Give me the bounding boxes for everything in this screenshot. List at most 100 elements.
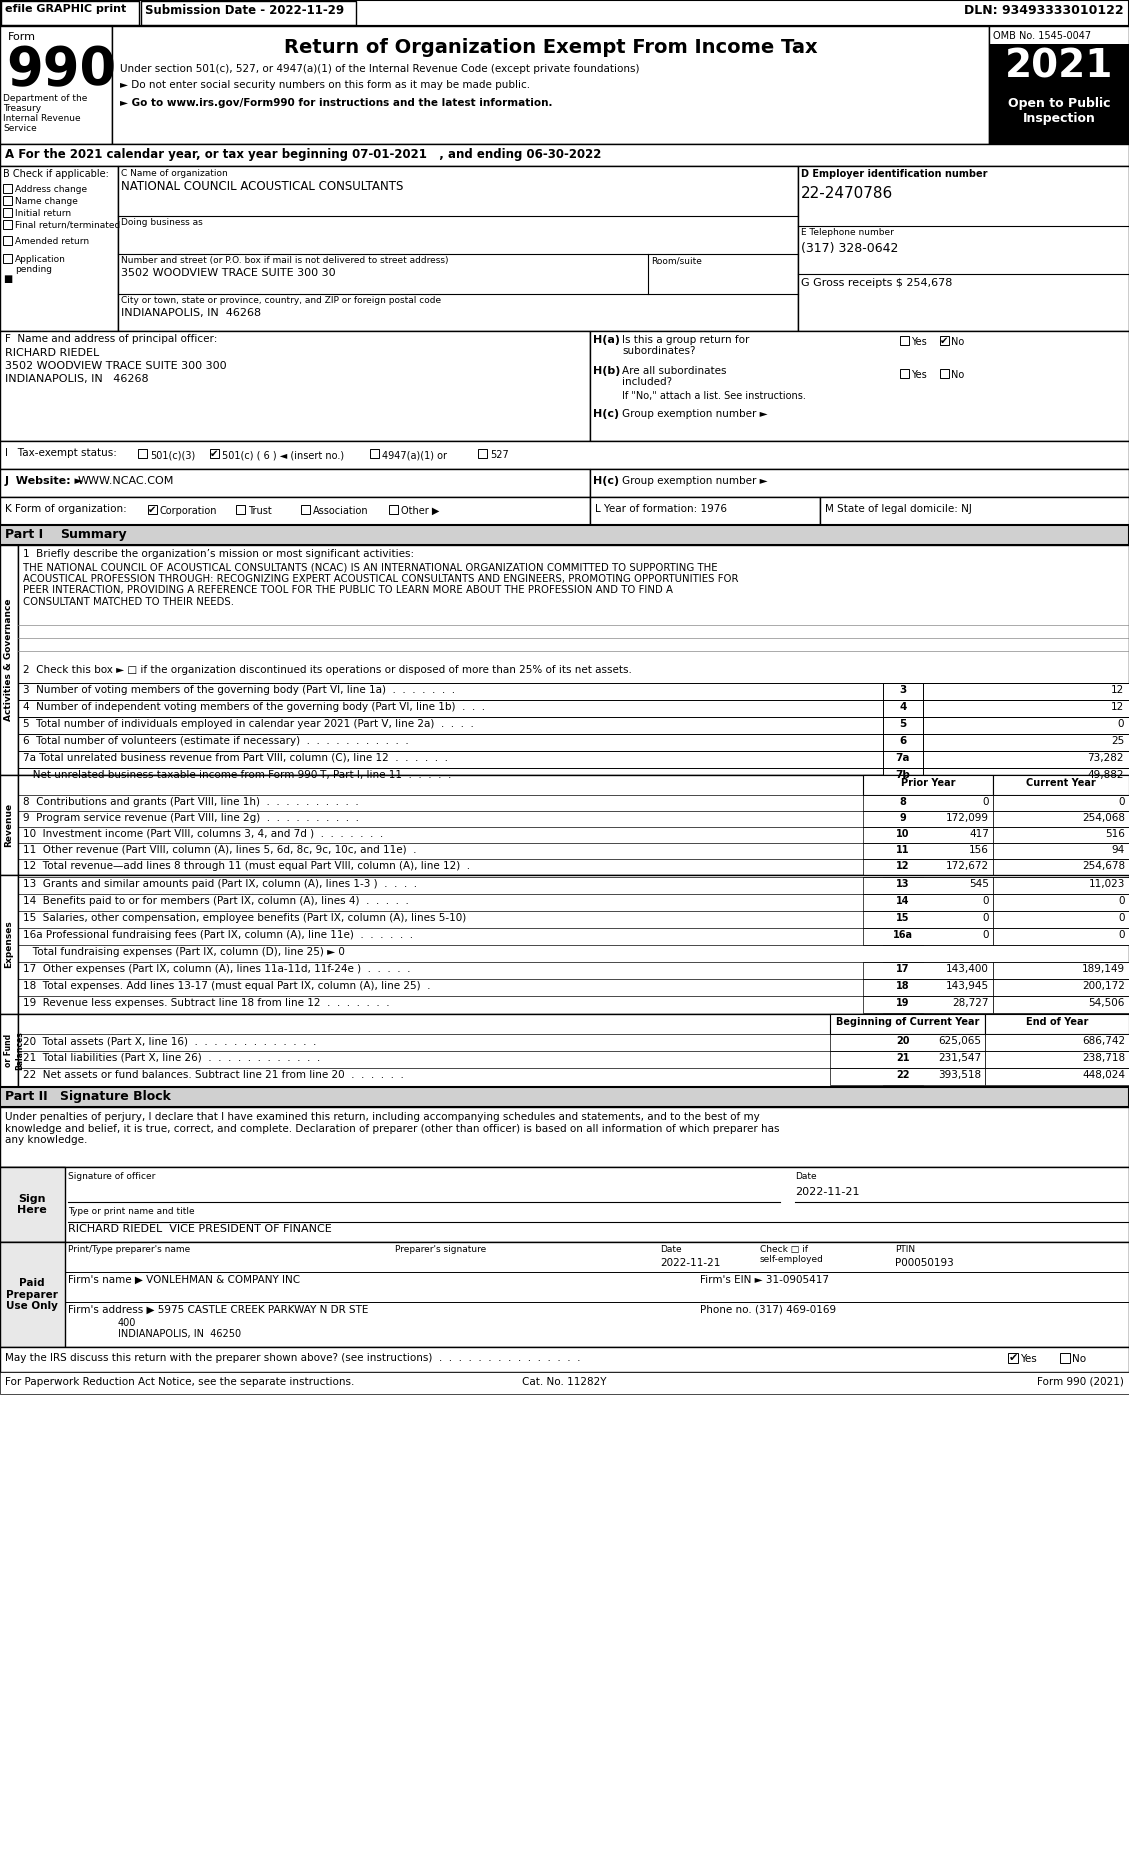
Text: WWW.NCAC.COM: WWW.NCAC.COM — [78, 475, 174, 487]
Text: Under penalties of perjury, I declare that I have examined this return, includin: Under penalties of perjury, I declare th… — [5, 1113, 779, 1144]
Text: Group exemption number ►: Group exemption number ► — [622, 475, 768, 487]
Bar — [112, 26, 989, 144]
Text: Form: Form — [8, 32, 36, 43]
Bar — [18, 874, 1129, 1014]
Text: Group exemption number ►: Group exemption number ► — [622, 408, 768, 419]
Text: 0: 0 — [982, 913, 989, 923]
Text: 393,518: 393,518 — [938, 1070, 981, 1079]
Bar — [0, 26, 112, 144]
Text: 22: 22 — [896, 1070, 910, 1079]
Bar — [390, 505, 399, 514]
Text: OMB No. 1545-0047: OMB No. 1545-0047 — [994, 32, 1091, 41]
Bar — [0, 442, 1129, 470]
Text: Name change: Name change — [15, 198, 78, 207]
Text: 19  Revenue less expenses. Subtract line 18 from line 12  .  .  .  .  .  .  .: 19 Revenue less expenses. Subtract line … — [23, 997, 390, 1008]
Text: Internal Revenue: Internal Revenue — [3, 114, 80, 123]
Text: 3  Number of voting members of the governing body (Part VI, line 1a)  .  .  .  .: 3 Number of voting members of the govern… — [23, 684, 455, 695]
Text: Trust: Trust — [248, 505, 272, 516]
Text: 254,068: 254,068 — [1082, 813, 1124, 824]
Bar — [883, 962, 924, 979]
Bar — [0, 1372, 1129, 1394]
Bar — [883, 928, 924, 945]
Bar — [883, 1068, 924, 1085]
Bar — [0, 144, 1129, 166]
Text: 17: 17 — [896, 964, 910, 975]
Text: Sign
Here: Sign Here — [17, 1193, 47, 1215]
Bar — [863, 775, 994, 796]
Bar — [883, 768, 924, 785]
Text: 21  Total liabilities (Part X, line 26)  .  .  .  .  .  .  .  .  .  .  .  .: 21 Total liabilities (Part X, line 26) .… — [23, 1053, 321, 1062]
Bar — [883, 811, 924, 828]
Bar — [0, 498, 590, 526]
Text: G Gross receipts $ 254,678: G Gross receipts $ 254,678 — [800, 278, 953, 289]
Text: 2021: 2021 — [1005, 48, 1113, 86]
Text: 501(c) ( 6 ) ◄ (insert no.): 501(c) ( 6 ) ◄ (insert no.) — [222, 449, 344, 460]
Bar — [3, 209, 12, 216]
Bar — [0, 1087, 1129, 1107]
Text: PTIN: PTIN — [895, 1245, 916, 1254]
Text: 20: 20 — [896, 1036, 910, 1046]
Bar — [863, 979, 994, 995]
Bar — [18, 775, 1129, 874]
Bar — [994, 796, 1129, 811]
Text: efile GRAPHIC print: efile GRAPHIC print — [5, 4, 126, 15]
Text: Yes: Yes — [1019, 1353, 1036, 1364]
Text: included?: included? — [622, 377, 672, 388]
Text: 10  Investment income (Part VIII, columns 3, 4, and 7d )  .  .  .  .  .  .  .: 10 Investment income (Part VIII, columns… — [23, 829, 383, 839]
Text: Revenue: Revenue — [5, 803, 14, 846]
Bar — [210, 449, 219, 459]
Bar — [994, 928, 1129, 945]
Text: Department of the: Department of the — [3, 93, 87, 103]
Bar — [994, 911, 1129, 928]
Text: 14  Benefits paid to or for members (Part IX, column (A), lines 4)  .  .  .  .  : 14 Benefits paid to or for members (Part… — [23, 897, 409, 906]
Bar — [994, 859, 1129, 874]
Text: 15  Salaries, other compensation, employee benefits (Part IX, column (A), lines : 15 Salaries, other compensation, employe… — [23, 913, 466, 923]
Text: 0: 0 — [1119, 798, 1124, 807]
Text: 22-2470786: 22-2470786 — [800, 186, 893, 201]
Text: INDIANAPOLIS, IN   46268: INDIANAPOLIS, IN 46268 — [5, 375, 149, 384]
Bar — [984, 1014, 1129, 1035]
Bar — [1060, 1353, 1070, 1363]
Text: 3502 WOODVIEW TRACE SUITE 300 30: 3502 WOODVIEW TRACE SUITE 300 30 — [121, 268, 335, 278]
Text: 143,945: 143,945 — [946, 980, 989, 992]
Text: 2  Check this box ► □ if the organization discontinued its operations or dispose: 2 Check this box ► □ if the organization… — [23, 665, 632, 675]
Text: Date: Date — [660, 1245, 682, 1254]
Bar — [3, 237, 12, 244]
Text: Association: Association — [313, 505, 369, 516]
Text: 0: 0 — [982, 798, 989, 807]
Bar — [0, 1167, 65, 1241]
Text: 417: 417 — [969, 829, 989, 839]
Text: 0: 0 — [1118, 720, 1124, 729]
Bar — [924, 734, 1129, 751]
Text: Form 990 (2021): Form 990 (2021) — [1038, 1377, 1124, 1387]
Text: 20  Total assets (Part X, line 16)  .  .  .  .  .  .  .  .  .  .  .  .  .: 20 Total assets (Part X, line 16) . . . … — [23, 1036, 316, 1046]
Text: Signature of officer: Signature of officer — [68, 1172, 156, 1182]
Text: 516: 516 — [1105, 829, 1124, 839]
Text: 3: 3 — [900, 684, 907, 695]
Bar — [138, 449, 147, 459]
Bar — [994, 962, 1129, 979]
Bar — [119, 166, 798, 332]
Text: Current Year: Current Year — [1026, 777, 1096, 788]
Text: 448,024: 448,024 — [1082, 1070, 1124, 1079]
Text: 11  Other revenue (Part VIII, column (A), lines 5, 6d, 8c, 9c, 10c, and 11e)  .: 11 Other revenue (Part VIII, column (A),… — [23, 844, 417, 856]
Text: Summary: Summary — [60, 528, 126, 541]
Text: Net unrelated business taxable income from Form 990-T, Part I, line 11  .  .  . : Net unrelated business taxable income fr… — [23, 770, 452, 779]
Text: 6: 6 — [900, 736, 907, 746]
Text: Firm's address ▶ 5975 CASTLE CREEK PARKWAY N DR STE: Firm's address ▶ 5975 CASTLE CREEK PARKW… — [68, 1305, 368, 1314]
Bar — [883, 718, 924, 734]
Bar — [301, 505, 310, 514]
Bar — [590, 470, 1129, 498]
Text: No: No — [1073, 1353, 1086, 1364]
Text: 5: 5 — [900, 720, 907, 729]
Text: Under section 501(c), 527, or 4947(a)(1) of the Internal Revenue Code (except pr: Under section 501(c), 527, or 4947(a)(1)… — [120, 63, 639, 75]
Text: 0: 0 — [1119, 930, 1124, 939]
Bar — [900, 336, 909, 345]
Text: 545: 545 — [969, 880, 989, 889]
Bar — [940, 369, 949, 378]
Bar — [863, 962, 994, 979]
Text: C Name of organization: C Name of organization — [121, 170, 228, 177]
Text: Type or print name and title: Type or print name and title — [68, 1208, 194, 1215]
Bar — [883, 734, 924, 751]
Text: NATIONAL COUNCIL ACOUSTICAL CONSULTANTS: NATIONAL COUNCIL ACOUSTICAL CONSULTANTS — [121, 181, 403, 194]
